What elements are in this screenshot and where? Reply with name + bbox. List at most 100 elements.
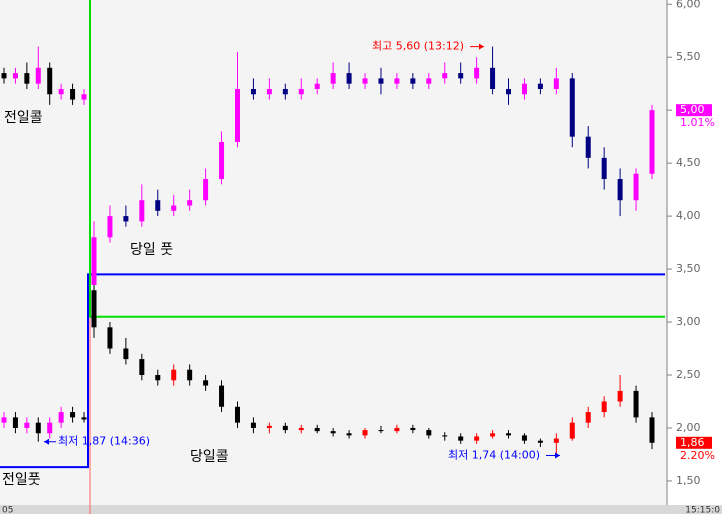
candle-body <box>234 406 240 423</box>
candle-body <box>47 422 53 434</box>
candle-body <box>187 200 193 206</box>
candle-body <box>330 431 336 434</box>
change-label: 2.20% <box>680 449 715 462</box>
candle-body <box>171 205 177 211</box>
candle-body <box>410 78 416 84</box>
candle-body <box>506 88 512 95</box>
level-line <box>0 273 665 469</box>
candle-body <box>24 422 30 428</box>
candle-body <box>394 427 400 432</box>
y-tick-label: 6,00 <box>676 0 701 10</box>
candle-body <box>70 412 76 418</box>
candle-body <box>506 433 512 436</box>
candle-body <box>12 73 18 79</box>
candle-body <box>81 94 87 100</box>
candle-body <box>139 200 145 222</box>
y-tick-label: 3,50 <box>676 262 701 275</box>
candle-body <box>553 78 559 89</box>
time-start: 05 <box>2 506 13 514</box>
candle-body <box>35 67 41 84</box>
candle-body <box>70 88 76 100</box>
candle-body <box>649 110 655 174</box>
series-label: 당일 풋 <box>130 242 173 258</box>
candle-body <box>24 73 30 84</box>
candle-body <box>298 88 304 95</box>
annotation: 최저 1,87 (14:36) <box>58 435 150 448</box>
candle-body <box>107 327 113 349</box>
candle-body <box>250 422 256 428</box>
series-label: 당일콜 <box>190 449 229 465</box>
candle-body <box>219 141 225 180</box>
value-badge-label: 5,00 <box>680 103 705 116</box>
candle-body <box>553 438 559 443</box>
value-badge <box>676 436 712 449</box>
annotation: 최저 1,74 (14:00) <box>448 449 540 462</box>
y-tick-label: 4,50 <box>676 156 701 169</box>
candle-body <box>1 73 7 79</box>
candle-body <box>649 417 655 443</box>
arrow-head <box>479 43 484 50</box>
candle-body <box>107 216 113 238</box>
candle-body <box>442 435 448 437</box>
arrow-head <box>44 438 49 445</box>
candle-body <box>617 179 623 201</box>
candle-body <box>474 67 480 79</box>
y-tick-label: 4,00 <box>676 209 701 222</box>
candle-body <box>458 73 464 79</box>
candle-body <box>617 390 623 402</box>
annotation: 최고 5,60 (13:12) <box>372 40 464 53</box>
candle-body <box>155 375 161 381</box>
candle-body <box>91 237 97 285</box>
candle-body <box>569 422 575 439</box>
candle-body <box>155 200 161 211</box>
candle-body <box>298 427 304 431</box>
change-label: 1.01% <box>680 116 715 129</box>
y-tick-label: 2,50 <box>676 368 701 381</box>
candle-body <box>123 348 129 360</box>
y-tick-label: 1,50 <box>676 474 701 487</box>
candle-body <box>633 390 639 418</box>
candle-body <box>314 427 320 432</box>
candle-body <box>203 380 209 386</box>
candle-body <box>378 430 384 432</box>
candle-body <box>378 78 384 84</box>
candle-body <box>1 417 7 423</box>
candle-body <box>426 430 432 436</box>
time-end: 15:15:0 <box>685 506 720 514</box>
candle-body <box>282 425 288 431</box>
time-strip <box>0 505 722 514</box>
candle-body <box>58 412 64 423</box>
candle-body <box>203 179 209 201</box>
series-label: 전일콜 <box>4 110 43 126</box>
axis-panel <box>667 0 722 505</box>
candle-body <box>633 173 639 201</box>
candle-body <box>537 440 543 443</box>
candle-body <box>490 67 496 89</box>
candle-body <box>521 435 527 441</box>
candle-body <box>266 425 272 428</box>
candle-body <box>362 78 368 84</box>
candle-body <box>458 436 464 441</box>
candle-body <box>282 88 288 95</box>
candle-body <box>490 433 496 437</box>
candle-body <box>219 385 225 407</box>
candle-body <box>585 412 591 423</box>
candle-body <box>569 78 575 137</box>
candle-body <box>442 73 448 79</box>
candle-body <box>330 73 336 84</box>
candle-body <box>601 401 607 413</box>
candle-body <box>394 78 400 84</box>
candle-body <box>426 78 432 84</box>
candle-body <box>585 136 591 158</box>
candle-body <box>362 430 368 436</box>
candle-body <box>91 290 97 328</box>
value-badge <box>676 104 712 117</box>
candle-body <box>123 216 129 222</box>
series-label: 전일풋 <box>2 472 41 488</box>
candle-body <box>346 433 352 436</box>
value-badge-label: 1,86 <box>680 436 705 449</box>
candle-body <box>314 83 320 89</box>
candle-body <box>601 157 607 180</box>
y-tick-label: 3,00 <box>676 315 701 328</box>
